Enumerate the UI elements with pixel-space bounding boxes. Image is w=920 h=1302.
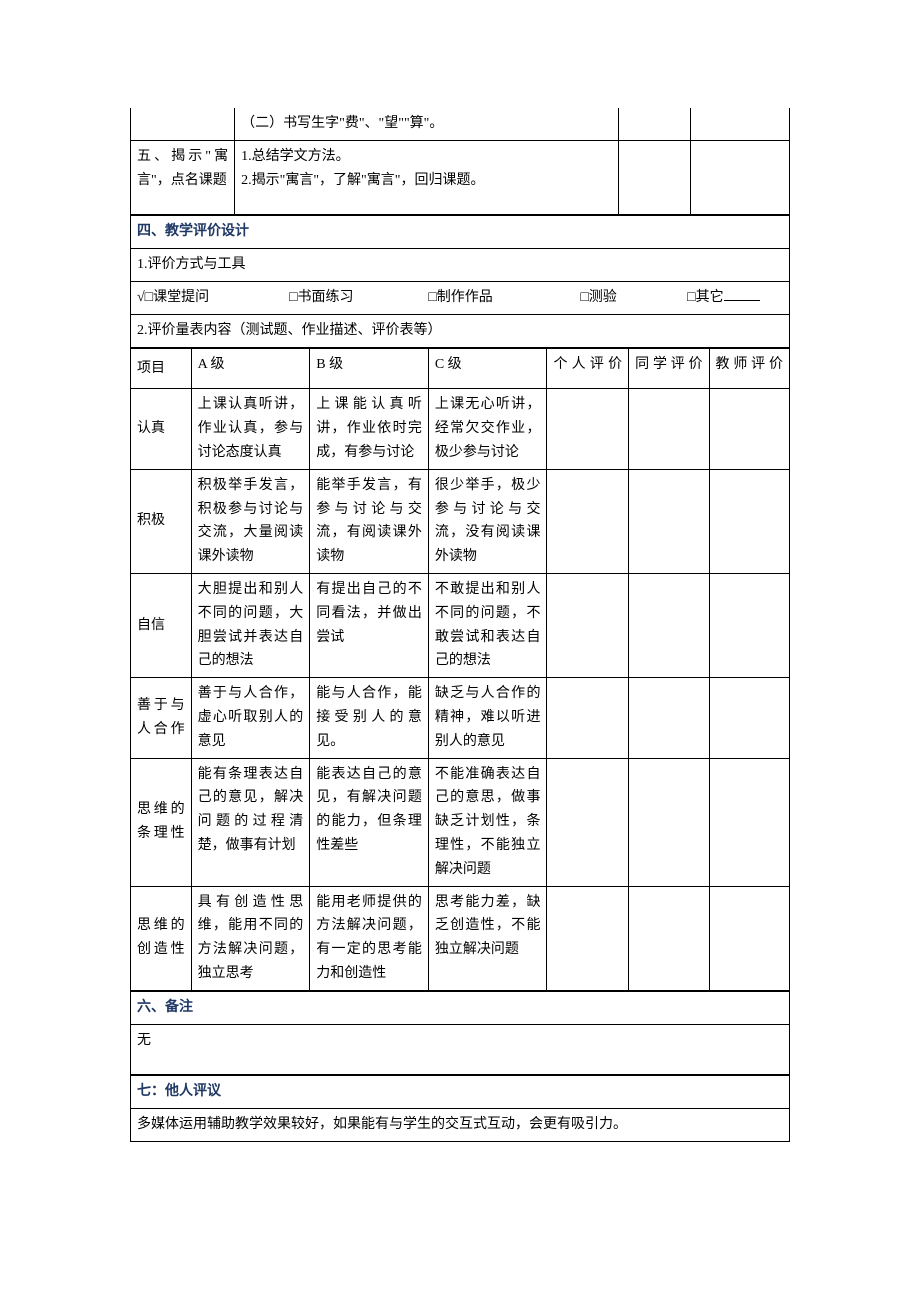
eval-row-2: 自信 大胆提出和别人不同的问题，大胆尝试并表达自己的想法 有提出自己的不同看法，… [131,573,790,677]
eval-r5-self[interactable] [547,886,629,990]
eval-r3-c: 缺乏与人合作的精神，难以听进别人的意见 [428,678,547,758]
section4-table: 四、教学评价设计 1.评价方式与工具 √□课堂提问 □书面练习 □制作作品 □测… [130,215,790,347]
eval-r5-b: 能用老师提供的方法解决问题，有一定的思考能力和创造性 [310,886,429,990]
eval-r0-self[interactable] [547,389,629,469]
top-r2-line1: 1.总结学文方法。 [241,145,612,169]
section4-title-row: 四、教学评价设计 [131,216,790,249]
eval-r1-b: 能举手发言，有参与讨论与交流，有阅读课外读物 [310,469,429,573]
section7-title: 七：他人评议 [131,1076,790,1109]
eval-row-5: 思维的创造性 具有创造性思维，能用不同的方法解决问题，独立思考 能用老师提供的方… [131,886,790,990]
eval-r0-a: 上课认真听讲，作业认真，参与讨论态度认真 [191,389,310,469]
eval-r3-a: 善于与人合作，虚心听取别人的意见 [191,678,310,758]
eval-row-1: 积极 积极举手发言，积极参与讨论与交流，大量阅读课外读物 能举手发言，有参与讨论… [131,469,790,573]
section4-sub1: 1.评价方式与工具 [131,249,790,282]
top-r2-line2: 2.揭示"寓言"，了解"寓言"，回归课题。 [241,169,612,193]
eval-r1-self[interactable] [547,469,629,573]
section6-content: 无 [131,1024,790,1075]
eval-r5-a: 具有创造性思维，能用不同的方法解决问题，独立思考 [191,886,310,990]
opt-classroom: √□课堂提问 [137,286,286,310]
section4-options: √□课堂提问 □书面练习 □制作作品 □测验 □其它 [131,281,790,314]
opt-written: □书面练习 [289,286,425,310]
top-row-2: 五、揭示"寓言"，点名课题 1.总结学文方法。 2.揭示"寓言"，了解"寓言"，… [131,140,790,215]
eval-r3-teacher[interactable] [709,678,789,758]
eval-r4-a: 能有条理表达自己的意见，解决问题的过程清楚，做事有计划 [191,758,310,886]
eval-r5-proj: 思维的创造性 [131,886,192,990]
section4-sub1-row: 1.评价方式与工具 [131,249,790,282]
eval-h-a: A 级 [191,348,310,389]
eval-r3-b: 能与人合作，能接受别人的意见。 [310,678,429,758]
eval-r4-self[interactable] [547,758,629,886]
opt-works: □制作作品 [428,286,577,310]
top-r2-c4 [691,140,790,215]
eval-r2-b: 有提出自己的不同看法，并做出尝试 [310,573,429,677]
eval-r0-peer[interactable] [629,389,709,469]
section7-content-row: 多媒体运用辅助教学效果较好，如果能有与学生的交互式互动，会更有吸引力。 [131,1109,790,1142]
eval-r3-peer[interactable] [629,678,709,758]
eval-r2-a: 大胆提出和别人不同的问题，大胆尝试并表达自己的想法 [191,573,310,677]
eval-header-row: 项目 A 级 B 级 C 级 个人评价 同学评价 教师评价 [131,348,790,389]
eval-r0-c: 上课无心听讲，经常欠交作业，极少参与讨论 [428,389,547,469]
eval-r1-c: 很少举手，极少参与讨论与交流，没有阅读课外读物 [428,469,547,573]
eval-r0-teacher[interactable] [709,389,789,469]
eval-r3-self[interactable] [547,678,629,758]
eval-h-c: C 级 [428,348,547,389]
eval-r2-self[interactable] [547,573,629,677]
section6-title: 六、备注 [131,991,790,1024]
section6-content-row: 无 [131,1024,790,1075]
eval-r1-teacher[interactable] [709,469,789,573]
top-r2-c1: 五、揭示"寓言"，点名课题 [131,140,235,215]
eval-table: 项目 A 级 B 级 C 级 个人评价 同学评价 教师评价 认真 上课认真听讲，… [130,348,790,991]
eval-h-proj: 项目 [131,348,192,389]
eval-r4-teacher[interactable] [709,758,789,886]
eval-r3-proj: 善于与人合作 [131,678,192,758]
section4-sub2: 2.评价量表内容（测试题、作业描述、评价表等） [131,314,790,347]
eval-r1-proj: 积极 [131,469,192,573]
eval-h-teacher: 教师评价 [709,348,789,389]
top-row-1: （二）书写生字"费"、"望""算"。 [131,108,790,140]
eval-r1-peer[interactable] [629,469,709,573]
eval-row-0: 认真 上课认真听讲，作业认真，参与讨论态度认真 上课能认真听讲，作业依时完成，有… [131,389,790,469]
top-r1-c3 [618,108,690,140]
section7-content: 多媒体运用辅助教学效果较好，如果能有与学生的交互式互动，会更有吸引力。 [131,1109,790,1142]
eval-h-b: B 级 [310,348,429,389]
opt-other-blank[interactable] [724,300,760,301]
eval-r5-teacher[interactable] [709,886,789,990]
page-container: （二）书写生字"费"、"望""算"。 五、揭示"寓言"，点名课题 1.总结学文方… [0,0,920,1242]
eval-r2-teacher[interactable] [709,573,789,677]
eval-r0-b: 上课能认真听讲，作业依时完成，有参与讨论 [310,389,429,469]
top-r1-c4 [691,108,790,140]
eval-r4-c: 不能准确表达自己的意思，做事缺乏计划性，条理性，不能独立解决问题 [428,758,547,886]
section4-options-row: √□课堂提问 □书面练习 □制作作品 □测验 □其它 [131,281,790,314]
top-r1-c2: （二）书写生字"费"、"望""算"。 [235,108,619,140]
eval-r2-peer[interactable] [629,573,709,677]
section4-title: 四、教学评价设计 [131,216,790,249]
eval-r0-proj: 认真 [131,389,192,469]
opt-other: □其它 [687,286,723,310]
eval-h-self: 个人评价 [547,348,629,389]
section7-table: 七：他人评议 多媒体运用辅助教学效果较好，如果能有与学生的交互式互动，会更有吸引… [130,1075,790,1142]
eval-r4-peer[interactable] [629,758,709,886]
eval-r1-a: 积极举手发言，积极参与讨论与交流，大量阅读课外读物 [191,469,310,573]
eval-r2-proj: 自信 [131,573,192,677]
eval-r4-proj: 思维的条理性 [131,758,192,886]
eval-r5-c: 思考能力差，缺乏创造性，不能独立解决问题 [428,886,547,990]
section7-title-row: 七：他人评议 [131,1076,790,1109]
top-r1-c1 [131,108,235,140]
eval-r4-b: 能表达自己的意见，有解决问题的能力，但条理性差些 [310,758,429,886]
top-table: （二）书写生字"费"、"望""算"。 五、揭示"寓言"，点名课题 1.总结学文方… [130,108,790,215]
eval-r5-peer[interactable] [629,886,709,990]
section6-title-row: 六、备注 [131,991,790,1024]
eval-h-peer: 同学评价 [629,348,709,389]
eval-r2-c: 不敢提出和别人不同的问题，不敢尝试和表达自己的想法 [428,573,547,677]
opt-test: □测验 [580,286,683,310]
section4-sub2-row: 2.评价量表内容（测试题、作业描述、评价表等） [131,314,790,347]
eval-row-4: 思维的条理性 能有条理表达自己的意见，解决问题的过程清楚，做事有计划 能表达自己… [131,758,790,886]
top-r2-c2: 1.总结学文方法。 2.揭示"寓言"，了解"寓言"，回归课题。 [235,140,619,215]
top-r2-c3 [618,140,690,215]
eval-row-3: 善于与人合作 善于与人合作，虚心听取别人的意见 能与人合作，能接受别人的意见。 … [131,678,790,758]
section6-table: 六、备注 无 [130,991,790,1076]
